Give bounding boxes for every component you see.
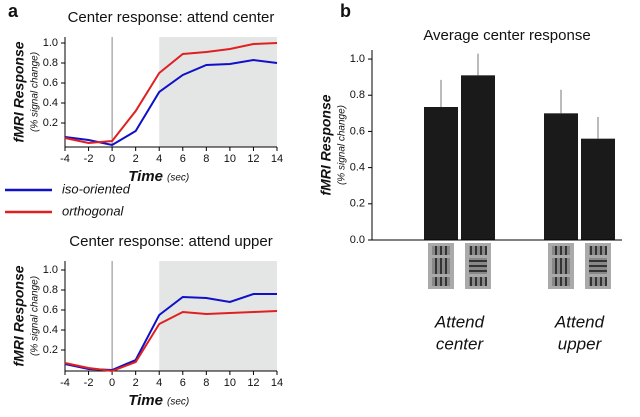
stimulus-upper bbox=[552, 246, 570, 255]
stimulus-upper bbox=[589, 246, 607, 255]
stimulus-center bbox=[552, 258, 570, 274]
x-tick-label: 10 bbox=[224, 153, 236, 165]
x-tick-label: 12 bbox=[247, 377, 259, 389]
x-axis-sublabel: (sec) bbox=[167, 173, 189, 184]
y-tick-label: 1.0 bbox=[43, 37, 58, 49]
y-tick-label: 0.2 bbox=[43, 117, 58, 129]
y-tick-label: 0.4 bbox=[43, 97, 58, 109]
legend-label: iso-oriented bbox=[62, 181, 131, 196]
y-tick-label: 0.6 bbox=[43, 77, 58, 89]
x-tick-label: 14 bbox=[271, 153, 283, 165]
y-tick-label: 0.4 bbox=[43, 324, 58, 336]
y-axis-sublabel: (% signal change) bbox=[30, 52, 41, 132]
shaded-region bbox=[159, 37, 277, 147]
x-tick-label: 14 bbox=[271, 377, 283, 389]
bar bbox=[581, 138, 615, 240]
x-tick-label: -4 bbox=[60, 153, 70, 165]
stimulus-center bbox=[469, 258, 487, 274]
group-label: center bbox=[436, 334, 485, 353]
chart-title: Center response: attend upper bbox=[69, 233, 272, 250]
y-tick-label: 0.4 bbox=[350, 162, 365, 174]
line bbox=[64, 42, 278, 145]
x-tick-label: 8 bbox=[203, 153, 209, 165]
stimulus-lower bbox=[469, 277, 487, 286]
x-tick-label: 4 bbox=[156, 377, 162, 389]
x-tick-label: -4 bbox=[60, 377, 70, 389]
stimulus-lower bbox=[589, 277, 607, 286]
stimulus-upper bbox=[469, 246, 487, 255]
group-label: upper bbox=[558, 334, 603, 353]
y-axis-label: fMRI Response bbox=[11, 265, 27, 366]
panel-label: b bbox=[340, 1, 351, 21]
y-tick-label: 0.2 bbox=[43, 344, 58, 356]
group-label: Attend bbox=[554, 312, 605, 331]
y-tick-label: 0.8 bbox=[350, 89, 365, 101]
y-tick-label: 0.6 bbox=[43, 304, 58, 316]
stimulus-center bbox=[589, 258, 607, 274]
x-tick-label: 6 bbox=[180, 377, 186, 389]
stimulus-lower bbox=[432, 277, 450, 286]
x-tick-label: 12 bbox=[247, 153, 259, 165]
x-axis-sublabel: (sec) bbox=[167, 397, 189, 408]
x-axis-label: Time bbox=[128, 392, 163, 409]
x-tick-label: 2 bbox=[133, 153, 139, 165]
panel-label: a bbox=[8, 1, 19, 21]
y-axis-sublabel: (% signal change) bbox=[337, 105, 348, 185]
y-tick-label: 0.8 bbox=[43, 284, 58, 296]
y-tick-label: 1.0 bbox=[43, 264, 58, 276]
x-tick-label: 0 bbox=[109, 153, 115, 165]
x-axis-label: Time bbox=[128, 168, 163, 185]
bar bbox=[424, 107, 458, 240]
shaded-region bbox=[159, 261, 277, 371]
bar bbox=[544, 113, 578, 240]
chart-title: Center response: attend center bbox=[68, 9, 275, 26]
y-tick-label: 1.0 bbox=[350, 53, 365, 65]
x-tick-label: -2 bbox=[84, 377, 94, 389]
line bbox=[64, 310, 278, 373]
chart-title: Average center response bbox=[423, 27, 590, 44]
x-tick-label: 6 bbox=[180, 153, 186, 165]
stimulus-upper bbox=[432, 246, 450, 255]
legend-label: orthogonal bbox=[62, 203, 125, 218]
x-tick-label: -2 bbox=[84, 153, 94, 165]
stimulus-lower bbox=[552, 277, 570, 286]
y-axis-label: fMRI Response bbox=[318, 94, 334, 195]
group-label: Attend bbox=[434, 312, 485, 331]
x-tick-label: 0 bbox=[109, 377, 115, 389]
x-tick-label: 4 bbox=[156, 153, 162, 165]
y-tick-label: 0.2 bbox=[350, 198, 365, 210]
x-tick-label: 2 bbox=[133, 377, 139, 389]
stimulus-center bbox=[432, 258, 450, 274]
y-axis-sublabel: (% signal change) bbox=[30, 276, 41, 356]
x-tick-label: 8 bbox=[203, 377, 209, 389]
y-axis-label: fMRI Response bbox=[11, 41, 27, 142]
y-tick-label: 0.8 bbox=[43, 57, 58, 69]
y-tick-label: 0.6 bbox=[350, 125, 365, 137]
bar bbox=[461, 75, 495, 240]
y-tick-label: 0.0 bbox=[350, 234, 365, 246]
x-tick-label: 10 bbox=[224, 377, 236, 389]
